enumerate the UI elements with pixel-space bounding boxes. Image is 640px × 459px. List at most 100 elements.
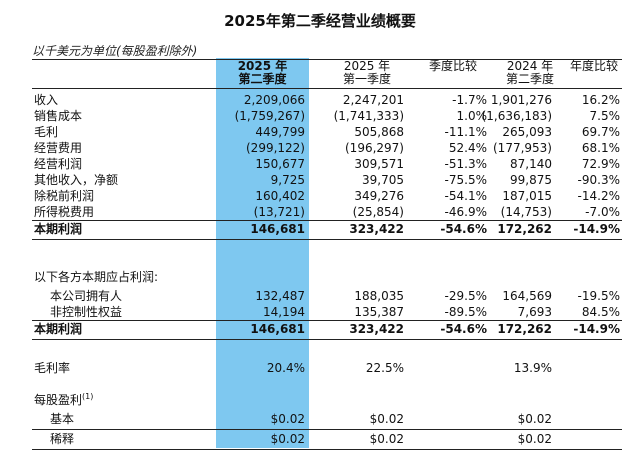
row-2-value-5: 7.5% <box>589 109 621 123</box>
eps-row-2-value-4: $0.02 <box>517 432 552 446</box>
row-1-value-3: -1.7% <box>452 93 487 107</box>
attrib-total-rule-bottom <box>32 339 622 340</box>
row-4-label: 经营费用 <box>34 141 83 155</box>
attrib-row-2-value-4: 7,693 <box>517 305 552 319</box>
row-7-value-4: 187,015 <box>502 189 552 203</box>
row-2-value-3: 1.0% <box>456 109 488 123</box>
unit-note: 以千美元为单位(每股盈利除外) <box>32 44 198 58</box>
row-6-value-1: 9,725 <box>270 173 305 187</box>
eps-row-1-value-4: $0.02 <box>517 412 552 426</box>
row-8-label: 所得税费用 <box>34 205 95 219</box>
row-2-value-1: (1,759,267) <box>234 109 305 123</box>
row-2-value-4: (1,636,183) <box>481 109 552 123</box>
row-9-label: 本期利润 <box>34 222 83 236</box>
row-1-value-1: 2,209,066 <box>243 93 305 107</box>
eps-footnote-marker: (1) <box>82 392 94 401</box>
row-4-value-3: 52.4% <box>448 141 487 155</box>
attrib-row-1-value-2: 188,035 <box>354 289 404 303</box>
header-col-2: 2025 年 第一季度 <box>322 60 412 86</box>
attrib-row-2-value-3: -89.5% <box>444 305 487 319</box>
attrib-total-rule-top <box>32 320 622 321</box>
row-3-label: 毛利 <box>34 125 59 139</box>
row-1-value-5: 16.2% <box>581 93 620 107</box>
header-col-4: 2024 年 第二季度 <box>498 60 562 86</box>
row-8-value-1: (13,721) <box>253 205 305 219</box>
eps-rule-bottom <box>32 449 622 450</box>
attrib-row-2-value-1: 14,194 <box>263 305 305 319</box>
row-1-value-2: 2,247,201 <box>342 93 404 107</box>
attrib-row-2-value-2: 135,387 <box>354 305 404 319</box>
row-7-label: 除税前利润 <box>34 189 95 203</box>
row-7-value-5: -14.2% <box>577 189 620 203</box>
row-6-value-3: -75.5% <box>444 173 487 187</box>
row-8-value-3: -46.9% <box>444 205 487 219</box>
row-4-value-1: (299,122) <box>246 141 305 155</box>
attrib-row-3-label: 本期利润 <box>34 322 83 336</box>
header-col-2-line2: 第一季度 <box>342 72 391 86</box>
attrib-heading: 以下各方本期应占利润: <box>34 270 159 284</box>
row-8-value-4: (14,753) <box>500 205 552 219</box>
header-col-2-line1: 2025 年 <box>343 59 391 73</box>
row-3-value-1: 449,799 <box>255 125 305 139</box>
gross-margin-row-label: 毛利率 <box>34 361 71 375</box>
eps-row-1-label: 基本 <box>50 412 75 426</box>
row-5-value-3: -51.3% <box>444 157 487 171</box>
report-title: 2025年第二季经营业绩概要 <box>224 12 416 30</box>
attrib-row-1-label: 本公司拥有人 <box>50 289 123 303</box>
row-5-value-4: 87,140 <box>510 157 552 171</box>
row-4-value-5: 68.1% <box>581 141 620 155</box>
row-9-value-2: 323,422 <box>349 222 404 236</box>
attrib-row-1-value-3: -29.5% <box>444 289 487 303</box>
row-9-value-4: 172,262 <box>497 222 552 236</box>
row-7-value-2: 349,276 <box>354 189 404 203</box>
eps-row-1-value-2: $0.02 <box>369 412 404 426</box>
row-7-value-1: 160,402 <box>255 189 305 203</box>
row-2-value-2: (1,741,333) <box>333 109 404 123</box>
row-8-value-5: -7.0% <box>585 205 620 219</box>
header-col-1-line1: 2025 年 <box>237 59 288 73</box>
row-9-value-1: 146,681 <box>250 222 305 236</box>
eps-row-2-value-1: $0.02 <box>270 432 305 446</box>
row-8-value-2: (25,854) <box>352 205 404 219</box>
header-col-5-line1: 年度比较 <box>569 59 618 73</box>
current-quarter-highlight <box>216 58 309 448</box>
row-3-value-5: 69.7% <box>581 125 620 139</box>
gross-margin-row-value-2: 22.5% <box>365 361 404 375</box>
row-3-value-4: 265,093 <box>502 125 552 139</box>
row-1-value-4: 1,901,276 <box>490 93 552 107</box>
header-col-1-line2: 第二季度 <box>238 72 287 86</box>
row-4-value-4: (177,953) <box>493 141 552 155</box>
row-9-value-5: -14.9% <box>573 222 620 236</box>
row-5-value-5: 72.9% <box>581 157 620 171</box>
gross-margin-row-value-4: 13.9% <box>513 361 552 375</box>
net-profit-rule-bottom <box>32 239 622 240</box>
attrib-row-3-value-4: 172,262 <box>497 322 552 336</box>
header-rule-bottom <box>32 88 622 89</box>
row-3-value-2: 505,868 <box>354 125 404 139</box>
attrib-row-3-value-1: 146,681 <box>250 322 305 336</box>
attrib-row-2-value-5: 84.5% <box>581 305 620 319</box>
attrib-row-3-value-2: 323,422 <box>349 322 404 336</box>
attrib-row-1-value-5: -19.5% <box>577 289 620 303</box>
header-col-5: 年度比较 <box>562 60 626 73</box>
row-1-label: 收入 <box>34 93 59 107</box>
row-6-value-2: 39,705 <box>362 173 404 187</box>
header-col-3: 季度比较 <box>418 60 488 73</box>
row-6-label: 其他收入，净额 <box>34 173 119 187</box>
eps-row-2-value-2: $0.02 <box>369 432 404 446</box>
header-col-4-line2: 第二季度 <box>505 72 554 86</box>
attrib-row-3-value-5: -14.9% <box>573 322 620 336</box>
eps-row-2-label: 稀释 <box>50 432 75 446</box>
row-6-value-4: 99,875 <box>510 173 552 187</box>
header-col-4-line1: 2024 年 <box>506 59 554 73</box>
attrib-row-3-value-3: -54.6% <box>440 322 487 336</box>
header-rule-top <box>32 59 622 60</box>
gross-margin-row-value-1: 20.4% <box>266 361 305 375</box>
row-9-value-3: -54.6% <box>440 222 487 236</box>
attrib-row-2-label: 非控制性权益 <box>50 305 123 319</box>
row-7-value-3: -54.1% <box>444 189 487 203</box>
net-profit-rule-top <box>32 220 622 221</box>
row-5-value-1: 150,677 <box>255 157 305 171</box>
eps-heading: 每股盈利(1) <box>34 392 94 408</box>
row-2-label: 销售成本 <box>34 109 83 123</box>
